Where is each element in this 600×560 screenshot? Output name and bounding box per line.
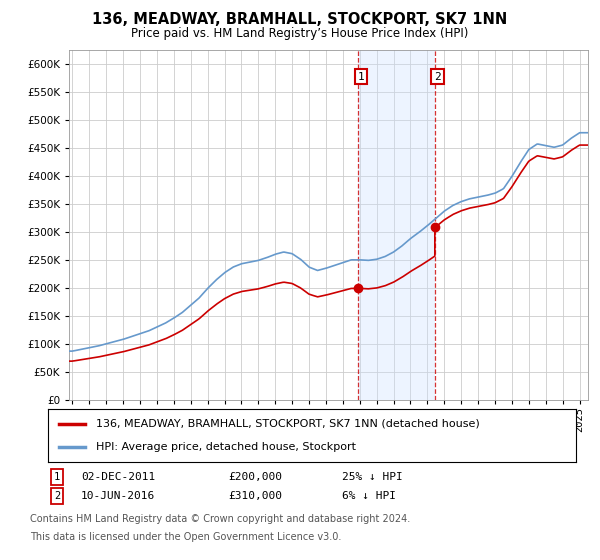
Text: 2: 2: [54, 491, 60, 501]
Text: 136, MEADWAY, BRAMHALL, STOCKPORT, SK7 1NN (detached house): 136, MEADWAY, BRAMHALL, STOCKPORT, SK7 1…: [95, 419, 479, 429]
Text: 1: 1: [54, 472, 60, 482]
Text: £310,000: £310,000: [228, 491, 282, 501]
Text: 1: 1: [358, 72, 364, 82]
Text: HPI: Average price, detached house, Stockport: HPI: Average price, detached house, Stoc…: [95, 442, 356, 452]
Text: 2: 2: [434, 72, 441, 82]
Text: 6% ↓ HPI: 6% ↓ HPI: [342, 491, 396, 501]
Text: 136, MEADWAY, BRAMHALL, STOCKPORT, SK7 1NN: 136, MEADWAY, BRAMHALL, STOCKPORT, SK7 1…: [92, 12, 508, 27]
Text: This data is licensed under the Open Government Licence v3.0.: This data is licensed under the Open Gov…: [30, 532, 341, 542]
Text: £200,000: £200,000: [228, 472, 282, 482]
Text: 10-JUN-2016: 10-JUN-2016: [81, 491, 155, 501]
Bar: [358, 50, 435, 400]
Text: Price paid vs. HM Land Registry’s House Price Index (HPI): Price paid vs. HM Land Registry’s House …: [131, 27, 469, 40]
Text: 02-DEC-2011: 02-DEC-2011: [81, 472, 155, 482]
Text: Contains HM Land Registry data © Crown copyright and database right 2024.: Contains HM Land Registry data © Crown c…: [30, 514, 410, 524]
Text: 25% ↓ HPI: 25% ↓ HPI: [342, 472, 403, 482]
